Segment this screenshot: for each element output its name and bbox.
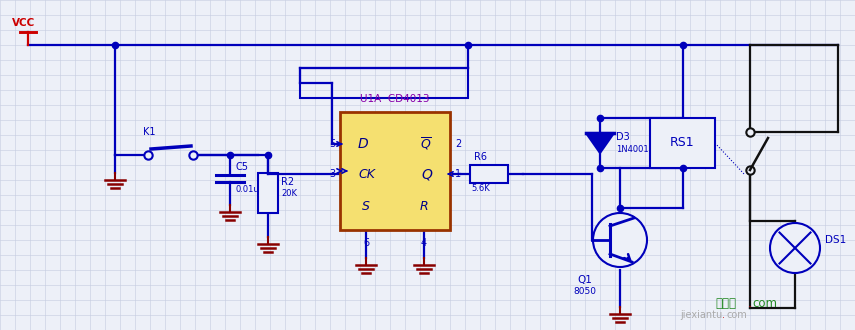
Bar: [650, 118, 715, 168]
Text: RS1: RS1: [670, 137, 695, 149]
Text: 1: 1: [455, 169, 461, 179]
Text: 1N4001: 1N4001: [616, 145, 649, 153]
Circle shape: [770, 223, 820, 273]
Text: D3: D3: [616, 132, 630, 142]
Bar: [340, 112, 450, 230]
Polygon shape: [586, 133, 614, 153]
Text: R: R: [420, 201, 428, 214]
Bar: [300, 68, 468, 98]
Text: 0.01uF: 0.01uF: [235, 185, 263, 194]
Bar: [258, 173, 278, 213]
Text: com: com: [726, 310, 746, 320]
Text: 2: 2: [455, 139, 461, 149]
Text: 20K: 20K: [281, 189, 297, 198]
Text: Q1: Q1: [578, 275, 593, 285]
Bar: [470, 165, 508, 183]
Text: Q: Q: [422, 167, 432, 181]
Text: .: .: [748, 297, 752, 310]
Text: VCC: VCC: [12, 18, 35, 28]
Text: 6: 6: [363, 238, 369, 248]
Text: R6: R6: [474, 152, 487, 162]
Text: S: S: [362, 201, 370, 214]
Text: 接线图: 接线图: [715, 297, 736, 310]
Text: 3: 3: [329, 169, 335, 179]
Text: $\overline{Q}$: $\overline{Q}$: [420, 136, 432, 152]
Text: .: .: [722, 310, 725, 320]
Text: 5.6K: 5.6K: [471, 184, 490, 193]
Text: 4: 4: [421, 238, 427, 248]
Text: CK: CK: [358, 168, 375, 181]
Text: C5: C5: [235, 162, 248, 172]
Text: 8050: 8050: [574, 287, 597, 296]
Circle shape: [593, 213, 647, 267]
Text: 5: 5: [329, 139, 335, 149]
Text: DS1: DS1: [825, 235, 846, 245]
Text: R2: R2: [281, 177, 294, 187]
Text: K1: K1: [143, 127, 156, 137]
Text: U1A  CD4013: U1A CD4013: [360, 94, 430, 104]
Text: D: D: [358, 137, 369, 151]
Text: jiexiantu: jiexiantu: [680, 310, 722, 320]
Text: com: com: [752, 297, 777, 310]
